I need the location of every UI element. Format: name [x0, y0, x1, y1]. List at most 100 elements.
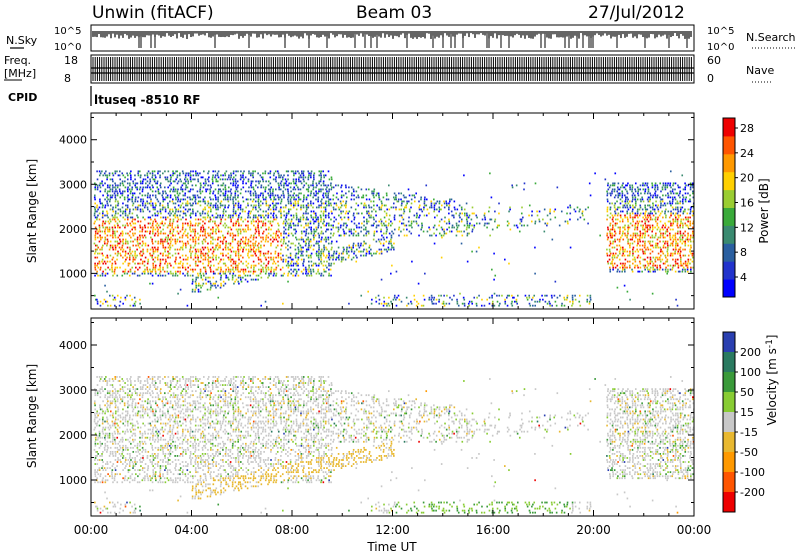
- power-point: [169, 201, 171, 203]
- power-point: [106, 245, 108, 247]
- power-point: [175, 257, 177, 259]
- power-point: [646, 267, 648, 269]
- power-point: [300, 180, 302, 182]
- power-point: [356, 257, 358, 259]
- power-point: [132, 193, 134, 195]
- power-point: [276, 207, 278, 209]
- power-point: [650, 253, 652, 255]
- power-point: [142, 211, 144, 213]
- power-point: [192, 237, 194, 239]
- power-point: [218, 225, 220, 227]
- power-point: [252, 219, 254, 221]
- power-point: [260, 259, 262, 261]
- power-point: [170, 219, 172, 221]
- power-point: [363, 207, 365, 209]
- power-point: [567, 221, 569, 223]
- power-point: [323, 176, 325, 178]
- power-point: [255, 180, 257, 182]
- power-point: [159, 269, 161, 271]
- power-point: [208, 180, 210, 182]
- power-point: [285, 182, 287, 184]
- power-point: [358, 235, 360, 237]
- power-point: [544, 209, 546, 211]
- power-point: [125, 225, 127, 227]
- power-point: [95, 211, 97, 213]
- power-point: [643, 265, 645, 267]
- power-point: [253, 247, 255, 249]
- power-point: [171, 227, 173, 229]
- power-point: [104, 215, 106, 217]
- power-point: [195, 281, 197, 283]
- power-point: [533, 295, 535, 297]
- power-point: [258, 247, 260, 249]
- power-point: [301, 253, 303, 255]
- power-point: [639, 189, 641, 191]
- power-point: [545, 301, 547, 303]
- power-point: [252, 243, 254, 245]
- power-point: [155, 249, 157, 251]
- power-point: [496, 227, 498, 229]
- power-point: [528, 295, 530, 297]
- power-point: [318, 189, 320, 191]
- power-point: [114, 191, 116, 193]
- power-point: [215, 257, 217, 259]
- power-point: [180, 231, 182, 233]
- power-point: [203, 229, 205, 231]
- power-point: [105, 275, 107, 277]
- power-point: [118, 209, 120, 211]
- power-point: [320, 174, 322, 176]
- power-point: [125, 205, 127, 207]
- power-point: [182, 223, 184, 225]
- power-point: [303, 261, 305, 263]
- power-point: [156, 182, 158, 184]
- power-point: [262, 223, 264, 225]
- power-point: [292, 275, 294, 277]
- power-point: [187, 237, 189, 239]
- power-point: [247, 217, 249, 219]
- power-point: [230, 235, 232, 237]
- power-point: [220, 241, 222, 243]
- power-point: [446, 223, 448, 225]
- power-point: [305, 233, 307, 235]
- power-point: [145, 231, 147, 233]
- power-point: [224, 237, 226, 239]
- power-point: [99, 174, 101, 176]
- power-point: [97, 275, 99, 277]
- power-point: [507, 221, 509, 223]
- power-point: [259, 180, 261, 182]
- power-point: [283, 239, 285, 241]
- power-point: [193, 197, 195, 199]
- power-point: [313, 187, 315, 189]
- power-point: [280, 253, 282, 255]
- power-point: [223, 211, 225, 213]
- power-point: [106, 178, 108, 180]
- power-point: [250, 245, 252, 247]
- power-point: [615, 267, 617, 269]
- power-point: [165, 255, 167, 257]
- power-point: [237, 243, 239, 245]
- power-point: [230, 221, 232, 223]
- power-point: [362, 245, 364, 247]
- power-point: [172, 231, 174, 233]
- power-point: [361, 227, 363, 229]
- power-point: [164, 223, 166, 225]
- power-point: [476, 217, 478, 219]
- power-point: [223, 259, 225, 261]
- power-point: [330, 189, 332, 191]
- power-point: [300, 205, 302, 207]
- power-point: [640, 225, 642, 227]
- power-point: [626, 211, 628, 213]
- power-point: [639, 221, 641, 223]
- power-point: [625, 259, 627, 261]
- power-point: [194, 239, 196, 241]
- power-point: [286, 255, 288, 257]
- power-point: [144, 219, 146, 221]
- power-point: [300, 255, 302, 257]
- power-point: [325, 174, 327, 176]
- power-point: [455, 213, 457, 215]
- power-point: [246, 199, 248, 201]
- power-point: [458, 215, 460, 217]
- power-point: [296, 219, 298, 221]
- power-point: [446, 295, 448, 297]
- power-point: [119, 197, 121, 199]
